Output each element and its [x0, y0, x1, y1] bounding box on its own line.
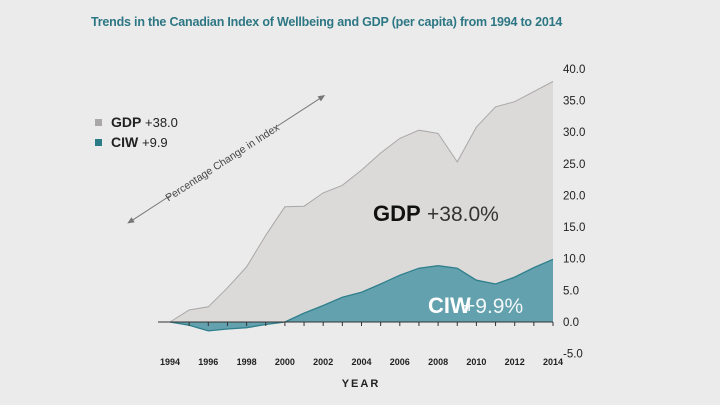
x-tick-label-2002: 2002	[313, 357, 333, 367]
x-tick-label-2014: 2014	[543, 357, 563, 367]
y-tick-label: 25.0	[563, 159, 585, 171]
ciw-line	[169, 258, 554, 332]
x-tick-label-2008: 2008	[428, 357, 448, 367]
x-tick-label-1994: 1994	[160, 357, 180, 367]
legend-swatch-gdp	[95, 119, 102, 126]
x-tick-label-2012: 2012	[505, 357, 525, 367]
gdp-line	[169, 81, 554, 323]
ciw-area	[170, 259, 553, 331]
legend-value-ciw: +9.9	[142, 135, 168, 150]
ciw-annotation-value: +9.9%	[463, 295, 523, 318]
chart-title: Trends in the Canadian Index of Wellbein…	[91, 15, 563, 29]
y-tick-label: -5.0	[563, 349, 583, 361]
y-tick-label: 20.0	[563, 190, 585, 202]
legend-swatch-ciw	[95, 139, 102, 146]
y-tick-label: 40.0	[563, 64, 585, 76]
x-tick-label-2006: 2006	[390, 357, 410, 367]
arrow-line-right	[273, 96, 323, 129]
ciw-annotation-label: CIW	[428, 293, 471, 318]
arrow-right-icon	[317, 95, 326, 102]
arrow-line-left	[129, 195, 171, 223]
y-tick-label: 35.0	[563, 95, 585, 107]
legend-value-gdp: +38.0	[145, 115, 178, 130]
gdp-area	[170, 81, 553, 322]
x-tick-label-2010: 2010	[466, 357, 486, 367]
x-tick-label-1998: 1998	[237, 357, 257, 367]
y-tick-label: 0.0	[563, 317, 579, 329]
y-tick-label: 5.0	[563, 285, 579, 297]
legend-label-gdp: GDP	[111, 114, 141, 130]
gdp-annotation-value: +38.0%	[427, 203, 499, 226]
x-tick-label-1996: 1996	[198, 357, 218, 367]
gdp-annotation-label: GDP	[373, 201, 421, 226]
y-tick-label: 15.0	[563, 222, 585, 234]
y-tick-label: 30.0	[563, 127, 585, 139]
x-tick-label-2004: 2004	[351, 357, 371, 367]
x-tick-label-2000: 2000	[275, 357, 295, 367]
arrow-left-icon	[127, 217, 135, 224]
y-axis-title: Percentage Change in Index	[163, 121, 282, 204]
y-tick-label: 10.0	[563, 254, 585, 266]
legend-label-ciw: CIW	[111, 134, 139, 150]
x-axis-title: YEAR	[342, 378, 381, 390]
